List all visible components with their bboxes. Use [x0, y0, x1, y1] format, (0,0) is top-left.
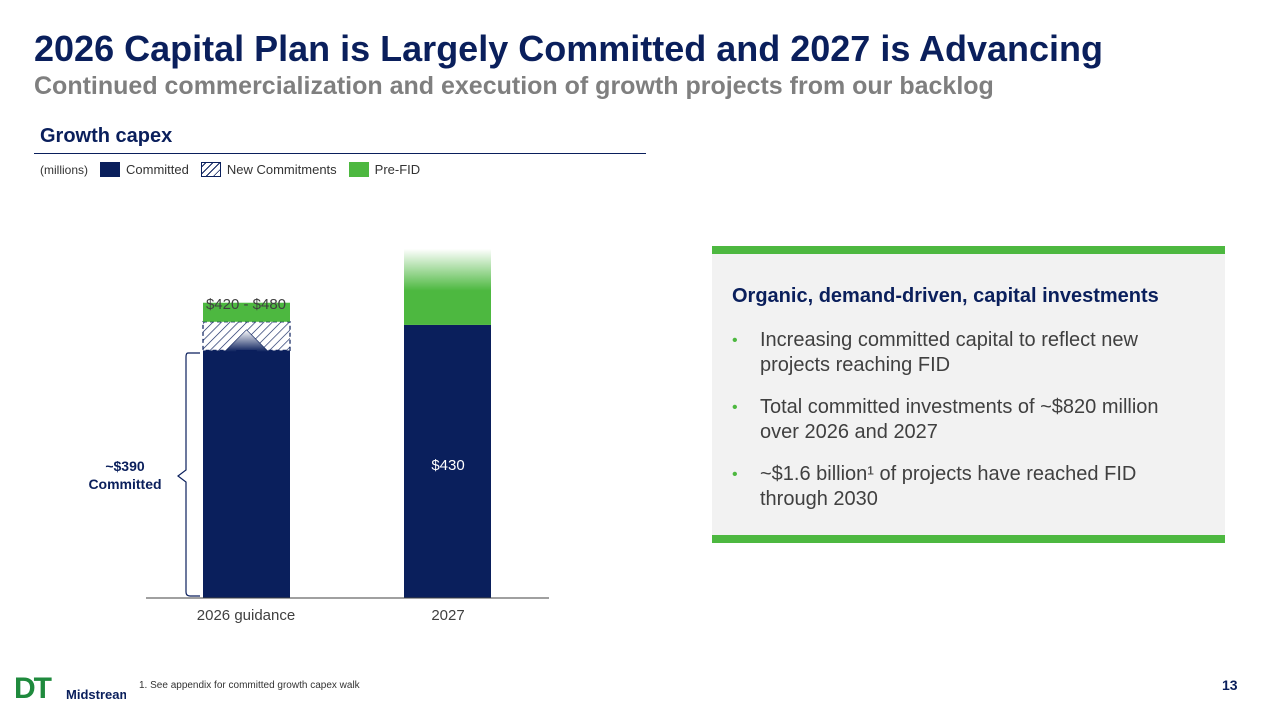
section-divider	[34, 153, 646, 154]
bullet-list: • Increasing committed capital to reflect…	[732, 328, 1202, 529]
bullet-icon: •	[732, 466, 738, 483]
bullet-item: • ~$1.6 billion¹ of projects have reached…	[732, 463, 1137, 510]
committed-bracket	[177, 352, 200, 597]
unit-label: (millions)	[40, 162, 88, 177]
dt-midstream-logo: DT Midstream	[14, 672, 126, 702]
growth-arrow-icon	[223, 329, 270, 353]
bullet-item: • Increasing committed capital to reflect…	[732, 329, 1138, 376]
legend-swatch-committed	[100, 162, 120, 177]
legend-swatch-new-commitments	[200, 162, 221, 177]
footnote: 1. See appendix for committed growth cap…	[139, 680, 360, 691]
legend-item-pre-fid: Pre-FID	[348, 162, 421, 177]
bullet-item: • Total committed investments of ~$820 mi…	[732, 396, 1159, 443]
bar-segment-committed	[203, 350, 290, 598]
legend-item-committed: Committed	[100, 162, 189, 177]
x-tick-label: 2027	[431, 607, 464, 624]
x-tick-label: 2026 guidance	[197, 607, 295, 624]
growth-capex-chart: 2026 guidance 2027 $420 - $480 $430 ~$39…	[88, 248, 549, 624]
bar-total-label: $420 - $480	[206, 296, 286, 313]
svg-text:Midstream: Midstream	[66, 687, 126, 702]
page-title: 2026 Capital Plan is Largely Committed a…	[34, 28, 1104, 69]
bracket-value-label: ~$390	[105, 458, 145, 474]
bracket-text-label: Committed	[88, 476, 161, 492]
legend-label-new-commitments: New Commitments	[226, 162, 337, 177]
svg-text:DT: DT	[14, 672, 52, 702]
chart-legend: (millions) Committed New Commitments Pre…	[40, 162, 432, 177]
legend-item-new-commitments: New Commitments	[200, 162, 337, 177]
bar-segment-pre-fid	[404, 248, 491, 325]
legend-swatch-pre-fid	[348, 162, 369, 177]
bullet-icon: •	[732, 399, 738, 416]
legend-label-committed: Committed	[126, 162, 189, 177]
bar-segment-committed	[404, 324, 491, 598]
panel-heading: Organic, demand-driven, capital investme…	[732, 285, 1159, 307]
page-subtitle: Continued commercialization and executio…	[34, 72, 994, 100]
page-number: 13	[1222, 677, 1238, 693]
bullet-icon: •	[732, 332, 738, 349]
legend-label-pre-fid: Pre-FID	[374, 162, 421, 177]
key-points-panel: Organic, demand-driven, capital investme…	[712, 246, 1225, 543]
bar-segment-pre-fid	[203, 302, 290, 322]
bar-value-label: $430	[431, 457, 464, 474]
section-title: Growth capex	[40, 125, 173, 147]
